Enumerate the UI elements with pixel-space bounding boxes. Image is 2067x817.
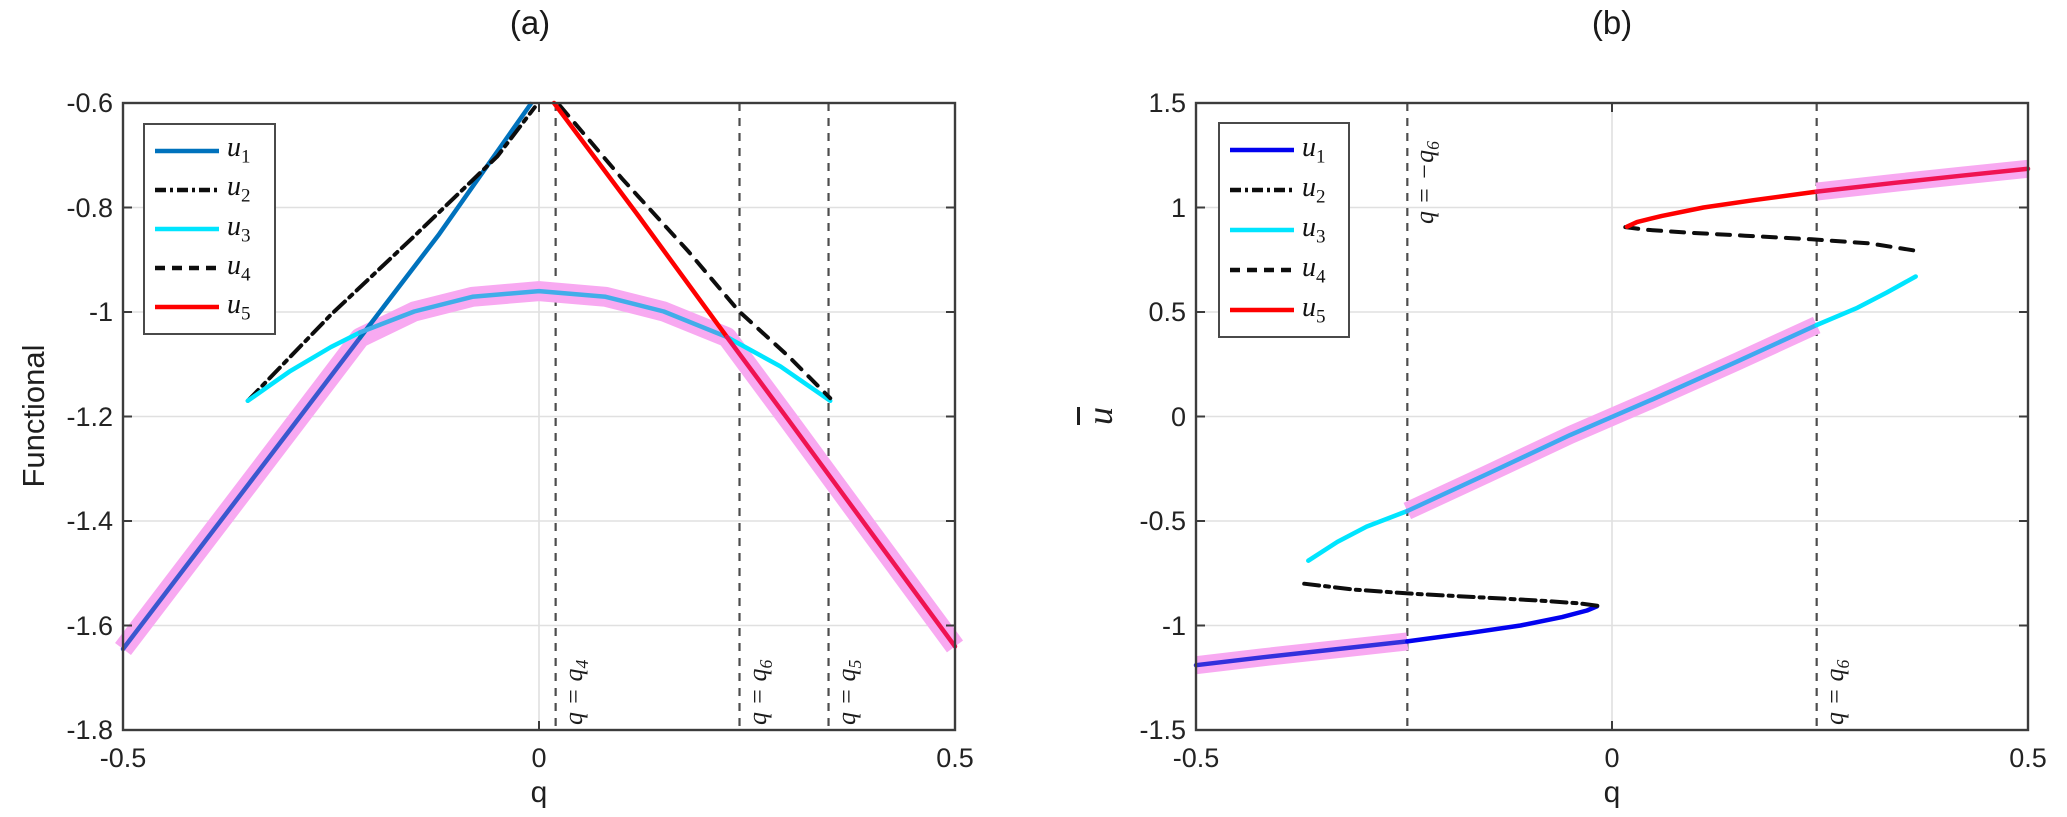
y-tick-label: 0.5 xyxy=(1148,297,1186,327)
vline-label-q6: q = q6 xyxy=(1819,659,1853,725)
legend-label-u3: u3 xyxy=(227,210,251,247)
vline-label-q4: q = q4 xyxy=(558,659,592,725)
curve-u1 xyxy=(1193,639,1410,668)
panel-a-title: (a) xyxy=(509,4,551,41)
y-tick-label: -1 xyxy=(88,297,113,327)
legend-swatch-u3 xyxy=(1230,227,1294,233)
x-axis-label-a: q xyxy=(530,776,548,809)
legend-item-u4: u4 xyxy=(1230,252,1338,289)
legend-item-u2: u2 xyxy=(155,171,264,208)
legend-swatch-u1 xyxy=(155,148,219,153)
curve-u3 xyxy=(245,330,363,404)
legend-swatch-u2 xyxy=(1230,187,1294,193)
legend-label-u5: u5 xyxy=(227,289,251,325)
vline-label-q5: q = q5 xyxy=(831,659,865,725)
y-tick-label: -1.5 xyxy=(1139,715,1186,745)
legend-item-u3: u3 xyxy=(155,211,264,248)
curve-u3 xyxy=(724,334,833,404)
vline-label-q6: q = q6 xyxy=(742,659,776,725)
legend-label-u2: u2 xyxy=(1302,171,1326,208)
curve-u3 xyxy=(1814,274,1918,328)
legend-swatch-u5 xyxy=(155,305,219,310)
legend-label-u3: u3 xyxy=(1302,211,1326,248)
legend-label-u1: u1 xyxy=(1302,131,1326,168)
panel-b-title: (b) xyxy=(1591,4,1633,41)
legend-label-u4: u4 xyxy=(1302,251,1326,288)
legend-swatch-u3 xyxy=(155,226,219,232)
curve-u1 xyxy=(1405,604,1600,644)
x-tick-label: 0 xyxy=(1604,743,1620,773)
plot-frame xyxy=(121,101,957,732)
legend-panel-a: u1 u2 u3 u4 u5 xyxy=(143,123,276,335)
curve-u4 xyxy=(1623,225,1922,254)
legend-swatch-u5 xyxy=(1230,307,1294,313)
x-axis-label-b: q xyxy=(1603,776,1621,809)
y-tick-label: 0 xyxy=(1170,401,1186,432)
vline-label-q6: q = −q6 xyxy=(1410,141,1444,224)
x-tick-label: -0.5 xyxy=(1172,743,1220,773)
curve-u3 xyxy=(1306,508,1410,563)
legend-panel-b: u1 u2 u3 u4 u5 xyxy=(1218,122,1350,338)
legend-label-u1: u1 xyxy=(227,132,251,168)
legend-item-u4: u4 xyxy=(155,250,264,287)
y-tick-label: -0.5 xyxy=(1139,506,1186,536)
y-tick-label: -1.4 xyxy=(66,506,113,536)
x-tick-label: 0 xyxy=(531,743,547,773)
plot-frame xyxy=(1194,101,2030,732)
y-tick-label: -0.6 xyxy=(66,88,113,118)
legend-swatch-u4 xyxy=(1230,267,1294,273)
curve-u5 xyxy=(1624,189,1819,229)
y-tick-label: -1.2 xyxy=(66,401,113,432)
y-tick-label: -1 xyxy=(1161,610,1186,641)
x-tick-label: -0.5 xyxy=(99,743,147,773)
curve-u4 xyxy=(557,103,833,401)
curve-u5 xyxy=(724,334,958,649)
curve-u3 xyxy=(357,288,730,340)
y-tick-label: -1.6 xyxy=(66,610,113,641)
curve-u1 xyxy=(120,335,363,652)
x-tick-label: 0.5 xyxy=(2009,743,2047,773)
legend-label-u2: u2 xyxy=(227,171,251,208)
x-tick-label: 0.5 xyxy=(936,743,974,773)
legend-item-u5: u5 xyxy=(155,289,264,326)
legend-swatch-u2 xyxy=(155,187,219,193)
legend-label-u4: u4 xyxy=(227,249,251,286)
legend-item-u5: u5 xyxy=(1230,292,1338,329)
curve-u3 xyxy=(1405,322,1819,514)
curve-u2 xyxy=(245,105,537,403)
legend-item-u3: u3 xyxy=(1230,212,1338,249)
legend-item-u2: u2 xyxy=(1230,172,1338,209)
y-tick-label: 1 xyxy=(1170,192,1186,223)
curve-u2 xyxy=(1302,581,1601,608)
y-tick-label: -0.8 xyxy=(66,192,113,223)
legend-swatch-u4 xyxy=(155,265,219,271)
curve-u5 xyxy=(1814,166,2031,194)
y-tick-label: -1.8 xyxy=(66,715,113,745)
legend-item-u1: u1 xyxy=(1230,132,1338,169)
curve-u5 xyxy=(551,100,730,340)
legend-label-u5: u5 xyxy=(1302,291,1326,328)
legend-item-u1: u1 xyxy=(155,132,264,169)
y-tick-label: 1.5 xyxy=(1148,88,1186,118)
legend-swatch-u1 xyxy=(1230,147,1294,153)
curve-u1 xyxy=(357,101,533,340)
